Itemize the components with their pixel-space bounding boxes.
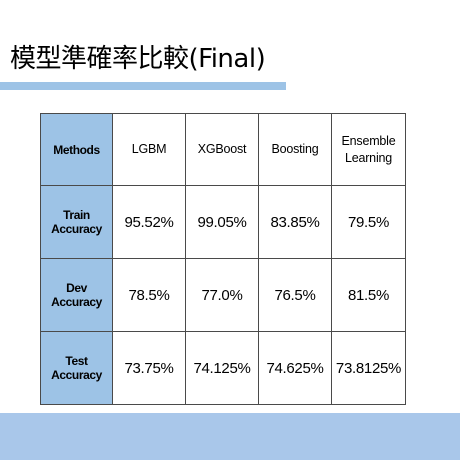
column-header-lgbm: LGBM: [112, 113, 186, 186]
column-header-xgboost: XGBoost: [185, 113, 259, 186]
row-label-dev-accuracy: Dev Accuracy: [40, 258, 113, 332]
table-cell: 99.05%: [185, 185, 259, 259]
table-cell: 77.0%: [185, 258, 259, 332]
table-row-test: Test Accuracy 73.75% 74.125% 74.625% 73.…: [40, 331, 406, 405]
table-cell: 79.5%: [331, 185, 406, 259]
table-cell: 74.125%: [185, 331, 259, 405]
column-header-boosting: Boosting: [258, 113, 332, 186]
footer-band: [0, 413, 460, 460]
table-cell: 83.85%: [258, 185, 332, 259]
table-cell: 95.52%: [112, 185, 186, 259]
row-label-test-accuracy: Test Accuracy: [40, 331, 113, 405]
table-cell: 74.625%: [258, 331, 332, 405]
row-label-train-accuracy: Train Accuracy: [40, 185, 113, 259]
slide-title: 模型準確率比較(Final): [10, 44, 266, 74]
table-cell: 76.5%: [258, 258, 332, 332]
table-row-dev: Dev Accuracy 78.5% 77.0% 76.5% 81.5%: [40, 258, 406, 332]
column-header-ensemble-learning: Ensemble Learning: [331, 113, 406, 186]
accuracy-comparison-table: Methods LGBM XGBoost Boosting Ensemble L…: [40, 113, 406, 405]
corner-header-cell: Methods: [40, 113, 113, 186]
table-header-row: Methods LGBM XGBoost Boosting Ensemble L…: [40, 113, 406, 186]
table-row-train: Train Accuracy 95.52% 99.05% 83.85% 79.5…: [40, 185, 406, 259]
table-cell: 73.8125%: [331, 331, 406, 405]
table-cell: 78.5%: [112, 258, 186, 332]
table-cell: 73.75%: [112, 331, 186, 405]
table-cell: 81.5%: [331, 258, 406, 332]
title-underline-bar: [0, 82, 286, 90]
